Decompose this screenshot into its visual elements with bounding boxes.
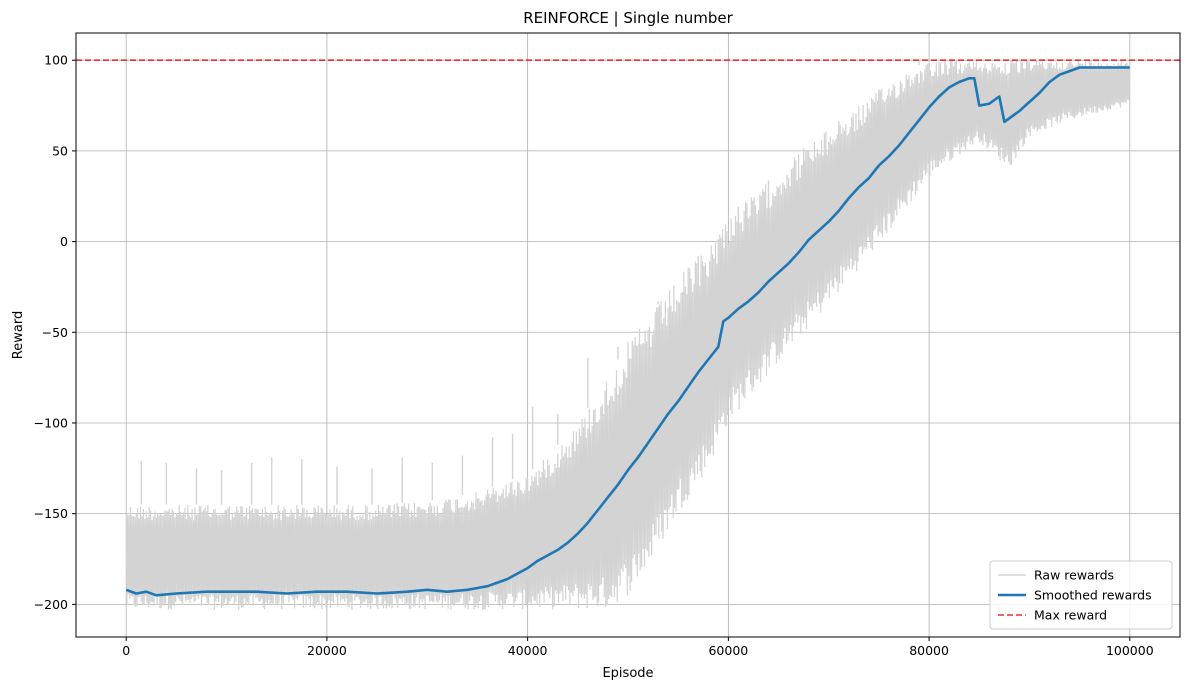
legend-raw-rewards-label: Raw rewards xyxy=(1034,568,1114,583)
y-tick-label: 100 xyxy=(44,53,68,68)
legend: Raw rewards Smoothed rewards Max reward xyxy=(989,560,1173,630)
x-tick-label: 80000 xyxy=(909,643,949,658)
plot-frame xyxy=(75,32,1181,638)
smoothed-rewards-series xyxy=(125,66,1130,597)
x-axis-ticks: 0 20000 40000 60000 80000 100000 xyxy=(122,637,1154,658)
y-tick-label: −150 xyxy=(34,506,68,521)
x-tick-label: 60000 xyxy=(708,643,748,658)
x-tick-label: 40000 xyxy=(508,643,548,658)
legend-box xyxy=(989,560,1173,630)
raw-rewards-line xyxy=(125,60,1131,610)
raw-rewards-band xyxy=(125,60,1131,610)
y-tick-label: −200 xyxy=(34,597,68,612)
legend-smoothed-rewards-label: Smoothed rewards xyxy=(1034,588,1152,603)
y-axis-label: Reward xyxy=(11,311,26,359)
smoothed-rewards-line xyxy=(125,66,1130,597)
x-tick-label: 0 xyxy=(122,643,130,658)
x-tick-label: 20000 xyxy=(307,643,347,658)
chart-title: REINFORCE | Single number xyxy=(523,9,733,27)
x-tick-label: 100000 xyxy=(1106,643,1154,658)
y-axis-ticks: −200 −150 −100 −50 0 50 100 xyxy=(34,53,76,612)
legend-max-reward-label: Max reward xyxy=(1034,608,1107,623)
y-tick-label: −50 xyxy=(42,325,68,340)
y-tick-label: 0 xyxy=(60,234,68,249)
y-tick-label: 50 xyxy=(52,143,68,158)
y-tick-label: −100 xyxy=(34,415,68,430)
x-axis-label: Episode xyxy=(602,666,653,681)
